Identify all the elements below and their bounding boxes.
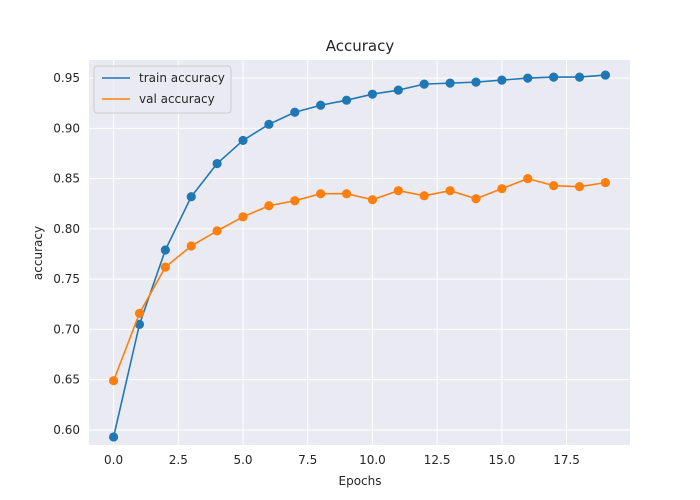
val-point <box>419 191 429 201</box>
plot-background <box>89 60 630 445</box>
train-point <box>134 319 145 329</box>
y-tick-label: 0.80 <box>53 222 80 236</box>
train-point <box>160 245 170 255</box>
train-point <box>523 73 533 83</box>
train-point <box>419 79 429 89</box>
y-tick-label: 0.60 <box>53 423 80 437</box>
val-point <box>574 182 585 192</box>
grid-layer <box>89 60 630 445</box>
val-point <box>290 196 300 206</box>
val-point <box>238 212 248 222</box>
val-point <box>341 189 352 199</box>
val-point <box>549 181 559 191</box>
val-point <box>186 241 196 251</box>
x-tick-label: 2.5 <box>169 453 188 467</box>
val-point <box>471 194 481 204</box>
chart-title: Accuracy <box>326 37 395 55</box>
train-point <box>264 119 274 129</box>
y-tick-label: 0.90 <box>53 121 80 135</box>
val-point <box>367 195 378 205</box>
val-point <box>497 184 507 194</box>
train-point <box>186 192 196 202</box>
x-tick-label: 17.5 <box>553 453 580 467</box>
series-layer <box>108 70 611 442</box>
series-line-val <box>112 177 606 381</box>
x-tick-label: 10.0 <box>359 453 386 467</box>
val-point <box>264 201 274 211</box>
val-point <box>108 376 119 386</box>
val-point <box>445 186 455 196</box>
y-axis-label: accuracy <box>31 226 45 280</box>
train-point <box>445 78 455 88</box>
train-point <box>341 95 352 105</box>
train-point <box>290 107 300 117</box>
y-tick-label: 0.65 <box>53 373 80 387</box>
val-point <box>600 178 611 188</box>
val-point <box>212 226 222 236</box>
legend-train-label: train accuracy <box>139 71 225 85</box>
val-point <box>393 186 403 196</box>
val-point <box>316 189 326 199</box>
train-point <box>316 100 326 110</box>
y-tick-label: 0.75 <box>53 272 80 286</box>
x-tick-label: 12.5 <box>424 453 451 467</box>
train-point <box>574 72 585 82</box>
tick-layer: 0.0 2.5 5.0 7.5 10.0 12.5 15.0 17.5 0.60 0.65 0.70… <box>53 71 580 467</box>
legend-val-label: val accuracy <box>139 92 215 106</box>
x-tick-label: 7.5 <box>298 453 317 467</box>
train-point <box>497 75 507 85</box>
x-axis-label: Epochs <box>339 474 382 488</box>
y-tick-label: 0.85 <box>53 172 80 186</box>
val-point <box>134 308 145 318</box>
train-point <box>212 158 222 169</box>
legend: train accuracy val accuracy <box>93 65 232 114</box>
train-point <box>367 89 378 99</box>
val-point <box>523 174 533 184</box>
x-tick-label: 5.0 <box>233 453 252 467</box>
train-point <box>108 432 119 442</box>
x-tick-label: 0.0 <box>104 453 123 467</box>
train-point <box>393 85 403 95</box>
train-point <box>600 70 611 80</box>
train-point <box>238 135 248 146</box>
x-tick-label: 15.0 <box>489 453 516 467</box>
train-point <box>549 72 559 82</box>
val-point <box>160 262 170 272</box>
y-tick-label: 0.70 <box>53 322 80 336</box>
y-tick-label: 0.95 <box>53 71 80 85</box>
train-point <box>471 77 481 87</box>
